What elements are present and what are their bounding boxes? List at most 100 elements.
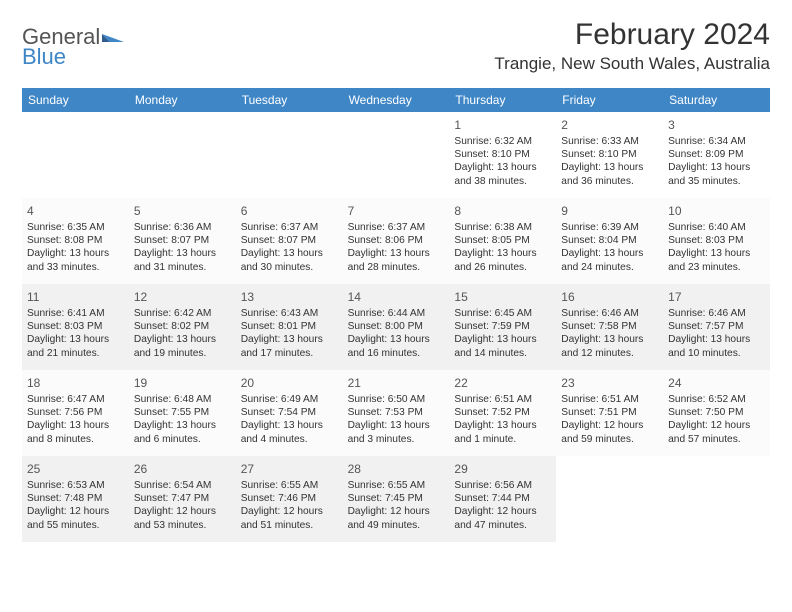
calendar-cell: 8Sunrise: 6:38 AMSunset: 8:05 PMDaylight…	[449, 198, 556, 284]
sunset-label: Sunset: 8:03 PM	[27, 320, 124, 333]
sunset-label: Sunset: 7:55 PM	[134, 406, 231, 419]
sunrise-label: Sunrise: 6:37 AM	[241, 221, 338, 234]
sunset-label: Sunset: 8:08 PM	[27, 234, 124, 247]
daylight2-label: and 6 minutes.	[134, 433, 231, 446]
sunrise-label: Sunrise: 6:32 AM	[454, 135, 551, 148]
calendar-cell: 28Sunrise: 6:55 AMSunset: 7:45 PMDayligh…	[343, 456, 450, 542]
month-title: February 2024	[494, 18, 770, 52]
date-number: 26	[134, 462, 231, 477]
title-block: February 2024 Trangie, New South Wales, …	[494, 18, 770, 74]
sunrise-label: Sunrise: 6:46 AM	[668, 307, 765, 320]
calendar-cell: 29Sunrise: 6:56 AMSunset: 7:44 PMDayligh…	[449, 456, 556, 542]
header: General February 2024 Trangie, New South…	[22, 18, 770, 74]
calendar-cell: 19Sunrise: 6:48 AMSunset: 7:55 PMDayligh…	[129, 370, 236, 456]
daylight2-label: and 51 minutes.	[241, 519, 338, 532]
location-label: Trangie, New South Wales, Australia	[494, 54, 770, 74]
daylight2-label: and 16 minutes.	[348, 347, 445, 360]
daylight2-label: and 3 minutes.	[348, 433, 445, 446]
sunset-label: Sunset: 8:10 PM	[561, 148, 658, 161]
sunrise-label: Sunrise: 6:50 AM	[348, 393, 445, 406]
sunrise-label: Sunrise: 6:55 AM	[241, 479, 338, 492]
sunrise-label: Sunrise: 6:42 AM	[134, 307, 231, 320]
day-of-week-header: Thursday	[449, 88, 556, 112]
sunset-label: Sunset: 7:58 PM	[561, 320, 658, 333]
daylight2-label: and 23 minutes.	[668, 261, 765, 274]
sunset-label: Sunset: 7:57 PM	[668, 320, 765, 333]
daylight1-label: Daylight: 12 hours	[27, 505, 124, 518]
sunrise-label: Sunrise: 6:34 AM	[668, 135, 765, 148]
daylight2-label: and 19 minutes.	[134, 347, 231, 360]
daylight1-label: Daylight: 13 hours	[561, 333, 658, 346]
calendar-grid: SundayMondayTuesdayWednesdayThursdayFrid…	[22, 88, 770, 542]
calendar-cell: 15Sunrise: 6:45 AMSunset: 7:59 PMDayligh…	[449, 284, 556, 370]
daylight1-label: Daylight: 13 hours	[27, 333, 124, 346]
daylight2-label: and 21 minutes.	[27, 347, 124, 360]
daylight2-label: and 1 minute.	[454, 433, 551, 446]
daylight2-label: and 59 minutes.	[561, 433, 658, 446]
calendar-cell: 20Sunrise: 6:49 AMSunset: 7:54 PMDayligh…	[236, 370, 343, 456]
calendar-cell: 17 Sunrise: 6:46 AMSunset: 7:57 PMDayligh…	[663, 284, 770, 370]
daylight1-label: Daylight: 13 hours	[134, 333, 231, 346]
calendar-cell: 25Sunrise: 6:53 AMSunset: 7:48 PMDayligh…	[22, 456, 129, 542]
sunset-label: Sunset: 7:46 PM	[241, 492, 338, 505]
date-number: 4	[27, 204, 124, 219]
date-number: 5	[134, 204, 231, 219]
sunrise-label: Sunrise: 6:43 AM	[241, 307, 338, 320]
day-of-week-header: Wednesday	[343, 88, 450, 112]
calendar-cell: 7Sunrise: 6:37 AMSunset: 8:06 PMDaylight…	[343, 198, 450, 284]
date-number: 17	[668, 290, 765, 305]
date-number: 1	[454, 118, 551, 133]
calendar-cell: 1Sunrise: 6:32 AMSunset: 8:10 PMDaylight…	[449, 112, 556, 198]
calendar-cell: 22Sunrise: 6:51 AMSunset: 7:52 PMDayligh…	[449, 370, 556, 456]
sunset-label: Sunset: 7:51 PM	[561, 406, 658, 419]
calendar-cell-empty	[663, 456, 770, 542]
sunset-label: Sunset: 7:50 PM	[668, 406, 765, 419]
calendar-cell-empty	[129, 112, 236, 198]
date-number: 12	[134, 290, 231, 305]
sunrise-label: Sunrise: 6:51 AM	[561, 393, 658, 406]
date-number: 6	[241, 204, 338, 219]
sunrise-label: Sunrise: 6:40 AM	[668, 221, 765, 234]
sunset-label: Sunset: 8:10 PM	[454, 148, 551, 161]
sunset-label: Sunset: 8:05 PM	[454, 234, 551, 247]
sunset-label: Sunset: 7:53 PM	[348, 406, 445, 419]
calendar-cell: 23Sunrise: 6:51 AMSunset: 7:51 PMDayligh…	[556, 370, 663, 456]
sunrise-label: Sunrise: 6:51 AM	[454, 393, 551, 406]
daylight1-label: Daylight: 13 hours	[241, 419, 338, 432]
sunrise-label: Sunrise: 6:52 AM	[668, 393, 765, 406]
date-number: 7	[348, 204, 445, 219]
daylight1-label: Daylight: 13 hours	[241, 247, 338, 260]
sunset-label: Sunset: 8:06 PM	[348, 234, 445, 247]
sunrise-label: Sunrise: 6:55 AM	[348, 479, 445, 492]
daylight1-label: Daylight: 12 hours	[348, 505, 445, 518]
day-of-week-header: Friday	[556, 88, 663, 112]
sunset-label: Sunset: 7:44 PM	[454, 492, 551, 505]
daylight1-label: Daylight: 13 hours	[668, 333, 765, 346]
daylight1-label: Daylight: 13 hours	[241, 333, 338, 346]
sunset-label: Sunset: 8:07 PM	[134, 234, 231, 247]
calendar-cell: 6Sunrise: 6:37 AMSunset: 8:07 PMDaylight…	[236, 198, 343, 284]
sunrise-label: Sunrise: 6:48 AM	[134, 393, 231, 406]
daylight2-label: and 24 minutes.	[561, 261, 658, 274]
calendar-cell-empty	[343, 112, 450, 198]
calendar-cell-empty	[22, 112, 129, 198]
date-number: 21	[348, 376, 445, 391]
date-number: 8	[454, 204, 551, 219]
sunrise-label: Sunrise: 6:45 AM	[454, 307, 551, 320]
daylight2-label: and 8 minutes.	[27, 433, 124, 446]
daylight2-label: and 57 minutes.	[668, 433, 765, 446]
date-number: 3	[668, 118, 765, 133]
sunset-label: Sunset: 8:03 PM	[668, 234, 765, 247]
date-number: 28	[348, 462, 445, 477]
daylight1-label: Daylight: 12 hours	[454, 505, 551, 518]
logo-sub: Blue	[22, 44, 66, 70]
daylight1-label: Daylight: 13 hours	[454, 333, 551, 346]
daylight2-label: and 47 minutes.	[454, 519, 551, 532]
daylight1-label: Daylight: 13 hours	[561, 161, 658, 174]
day-of-week-header: Tuesday	[236, 88, 343, 112]
sunset-label: Sunset: 7:47 PM	[134, 492, 231, 505]
sunset-label: Sunset: 8:04 PM	[561, 234, 658, 247]
calendar-cell: 11Sunrise: 6:41 AMSunset: 8:03 PMDayligh…	[22, 284, 129, 370]
daylight2-label: and 17 minutes.	[241, 347, 338, 360]
daylight2-label: and 26 minutes.	[454, 261, 551, 274]
